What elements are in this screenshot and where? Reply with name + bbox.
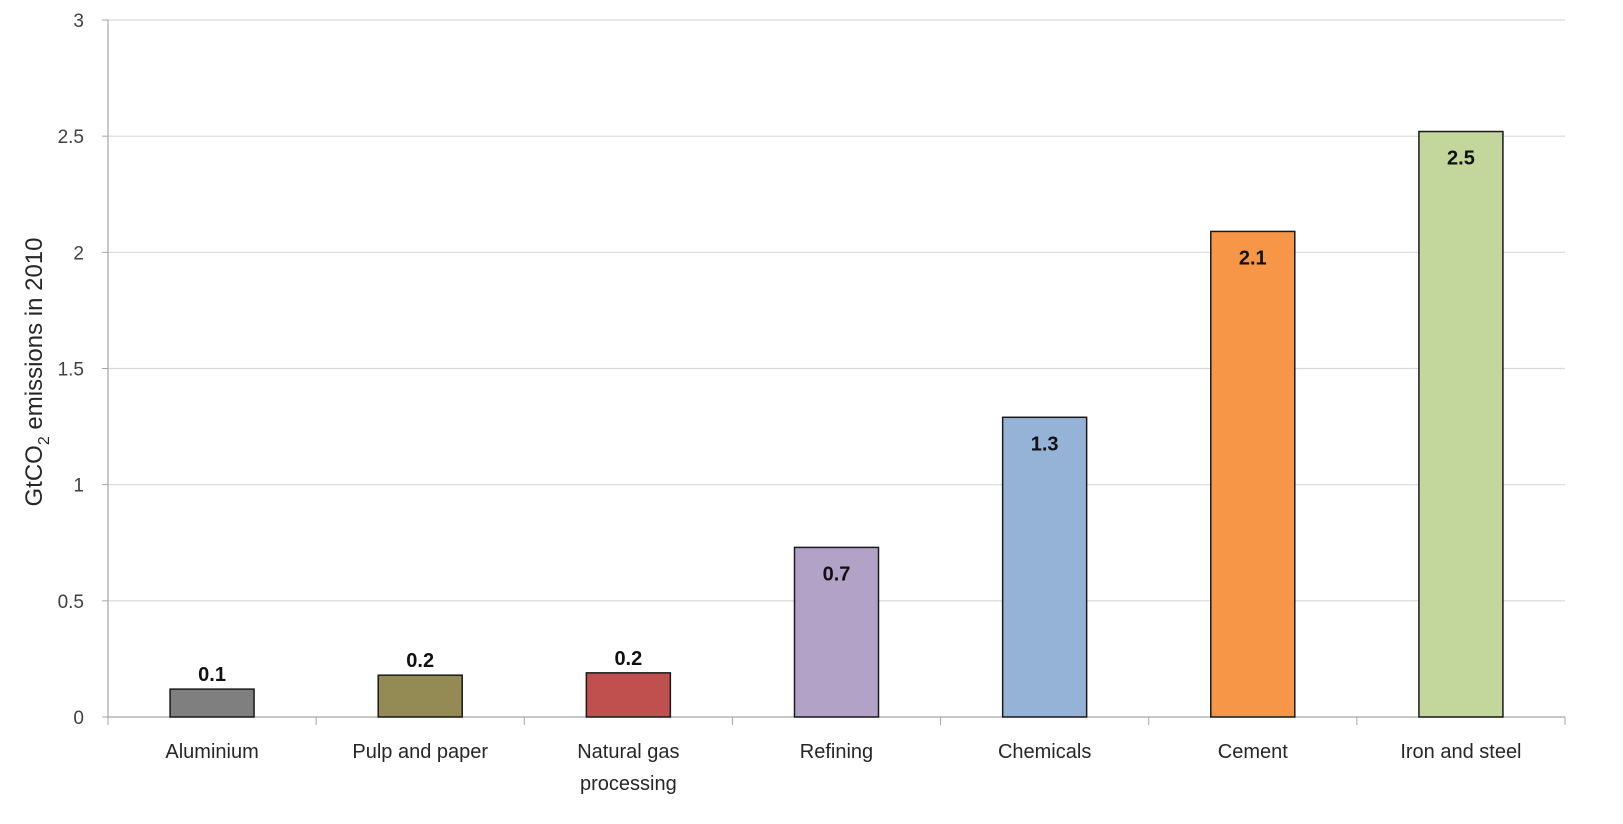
y-tick-label: 1.5 [58, 360, 84, 381]
data-label: 2.5 [1447, 148, 1475, 170]
y-axis: 0 0.5 1 1.5 2 2.5 3 [58, 11, 109, 729]
y-tick-label: 1 [73, 476, 84, 497]
data-label: 0.2 [406, 650, 434, 672]
bar [1418, 130, 1504, 718]
y-axis-label: GtCO2 emissions in 2010 [21, 237, 53, 506]
y-tick-label: 0.5 [58, 592, 84, 613]
y-tick-label: 0 [73, 708, 84, 729]
bar [377, 674, 463, 718]
x-tick-label: Aluminium [165, 741, 258, 763]
y-tick-label: 2.5 [58, 127, 84, 148]
x-tick-label: Cement [1218, 741, 1288, 763]
y-tick-label: 3 [73, 11, 84, 32]
bar [1210, 230, 1296, 718]
x-tick-label: Chemicals [998, 741, 1091, 763]
data-label: 0.2 [614, 648, 642, 670]
bar [585, 672, 672, 718]
gridlines [108, 19, 1565, 602]
data-label: 1.3 [1031, 433, 1059, 455]
x-tick-label: Refining [800, 741, 873, 763]
y-tick-label: 2 [73, 243, 84, 264]
x-axis: Aluminium Pulp and paper Natural gas proces… [107, 716, 1566, 795]
bar [793, 546, 880, 718]
bars [169, 130, 1504, 718]
data-label: 0.7 [823, 563, 851, 585]
data-label: 2.1 [1239, 247, 1267, 269]
bar [169, 688, 255, 718]
x-tick-label: Natural gas processing [577, 741, 679, 795]
x-tick-label: Iron and steel [1400, 741, 1521, 763]
x-tick-label: Pulp and paper [352, 741, 488, 763]
data-label: 0.1 [198, 664, 226, 686]
value-labels: 0.1 0.2 0.2 0.7 1.3 2.1 2.5 [198, 148, 1475, 687]
bar [1001, 416, 1088, 718]
